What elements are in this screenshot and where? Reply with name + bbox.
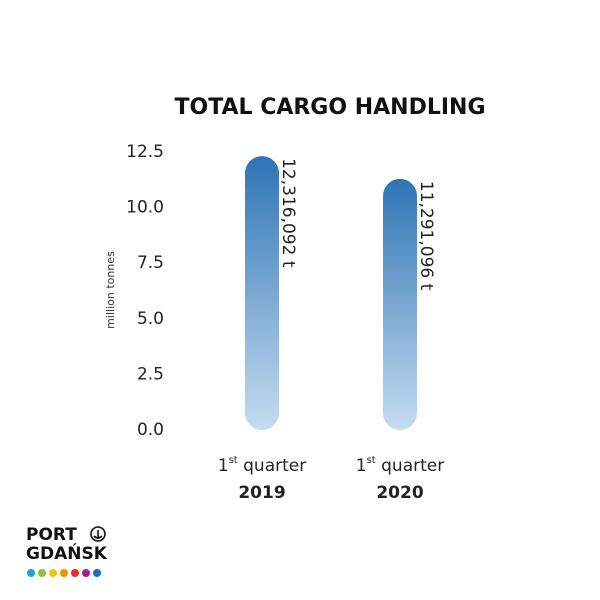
bar [383, 178, 417, 430]
x-tick-label: 2020 [376, 483, 423, 503]
value-label: 11,291,096 t [416, 181, 436, 291]
period-word: quarter [381, 456, 444, 476]
y-tick-label: 5.0 [137, 309, 164, 329]
logo-text: GDAŃSK [26, 542, 108, 564]
period-word: quarter [243, 456, 306, 476]
x-tick-label: 2019 [238, 483, 285, 503]
y-tick-label: 2.5 [137, 364, 164, 384]
y-tick-label: 10.0 [126, 198, 164, 218]
x-tick-label: 1st quarter [218, 455, 306, 476]
y-tick-label: 12.5 [126, 142, 164, 162]
period-suffix: st [229, 455, 238, 466]
y-tick-label: 0.0 [137, 420, 164, 440]
y-axis-label: million tonnes [104, 251, 117, 329]
period-suffix: st [367, 455, 376, 466]
logo-dots [27, 569, 101, 577]
period-number: 1 [356, 456, 367, 476]
y-tick-label: 7.5 [137, 253, 164, 273]
x-tick-label: 1st quarter [356, 455, 444, 476]
period-number: 1 [218, 456, 229, 476]
chart-title: TOTAL CARGO HANDLING [174, 95, 485, 120]
logo-text: PORT [26, 525, 77, 545]
value-label: 12,316,092 t [278, 158, 298, 268]
logo-anchor [90, 526, 106, 542]
bar [245, 156, 279, 430]
